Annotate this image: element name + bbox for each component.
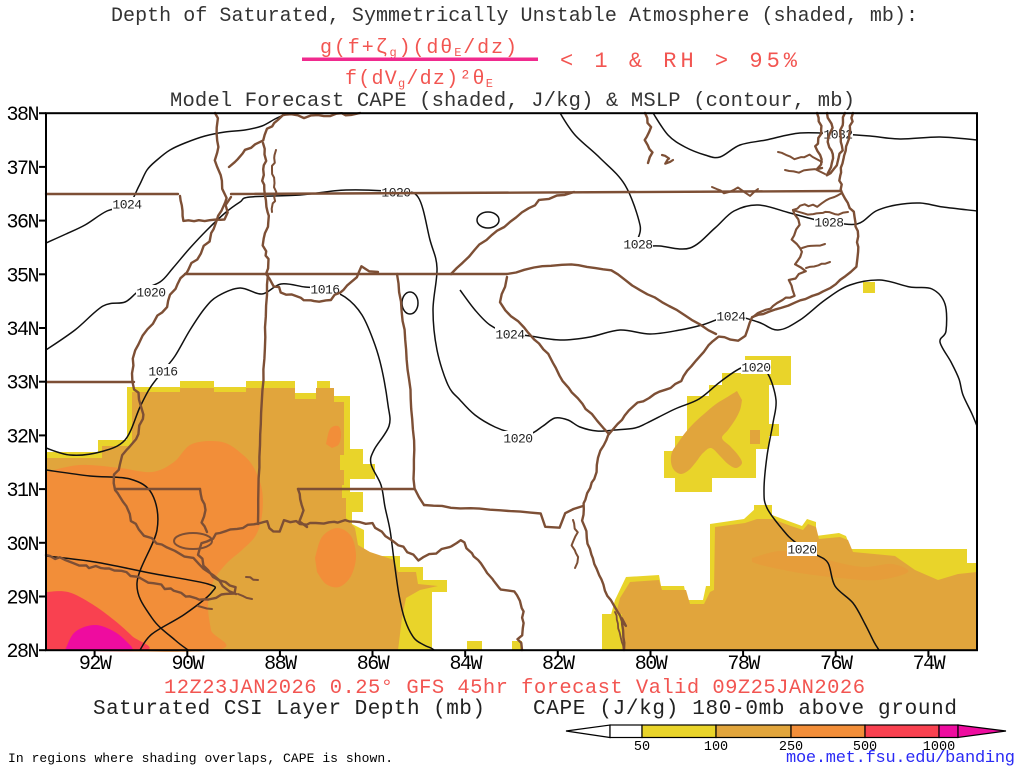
- svg-text:Depth of Saturated, Symmetrica: Depth of Saturated, Symmetrically Unstab…: [111, 5, 918, 28]
- svg-text:37N: 37N: [6, 158, 38, 181]
- svg-text:1024: 1024: [716, 310, 746, 325]
- svg-text:In regions where shading overl: In regions where shading overlaps, CAPE …: [8, 751, 393, 766]
- svg-text:CAPE (J/kg) 180-0mb above grou: CAPE (J/kg) 180-0mb above ground: [533, 698, 957, 721]
- svg-text:1016: 1016: [148, 365, 177, 380]
- svg-text:74W: 74W: [913, 653, 946, 676]
- svg-text:50: 50: [634, 740, 650, 755]
- svg-text:32N: 32N: [6, 426, 38, 449]
- svg-text:90W: 90W: [172, 653, 205, 676]
- svg-text:1020: 1020: [787, 543, 816, 558]
- svg-text:1024: 1024: [112, 198, 142, 213]
- svg-text:f(dVg/dz)²θE: f(dVg/dz)²θE: [345, 68, 493, 91]
- svg-text:500: 500: [853, 740, 877, 755]
- svg-text:34N: 34N: [6, 319, 38, 342]
- svg-text:28N: 28N: [6, 641, 38, 664]
- svg-text:35N: 35N: [6, 265, 38, 288]
- svg-text:12Z23JAN2026 0.25° GFS 45hr fo: 12Z23JAN2026 0.25° GFS 45hr forecast Val…: [164, 677, 865, 700]
- svg-text:78W: 78W: [727, 653, 760, 676]
- svg-text:1016: 1016: [310, 283, 339, 298]
- svg-text:250: 250: [779, 740, 803, 755]
- svg-text:29N: 29N: [6, 588, 38, 611]
- svg-text:33N: 33N: [6, 373, 38, 396]
- svg-text:36N: 36N: [6, 212, 38, 235]
- svg-text:1024: 1024: [495, 328, 525, 343]
- svg-text:88W: 88W: [264, 653, 297, 676]
- svg-text:100: 100: [704, 740, 728, 755]
- svg-text:g(f+ζg)(dθE/dz): g(f+ζ g)(dθ E/dz): [320, 37, 517, 60]
- svg-text:92W: 92W: [79, 653, 112, 676]
- svg-text:76W: 76W: [820, 653, 853, 676]
- svg-text:Saturated CSI Layer Depth (mb): Saturated CSI Layer Depth (mb): [93, 698, 485, 721]
- svg-text:82W: 82W: [542, 653, 575, 676]
- svg-text:1028: 1028: [814, 216, 843, 231]
- svg-text:38N: 38N: [6, 104, 38, 127]
- svg-text:moe.met.fsu.edu/banding: moe.met.fsu.edu/banding: [786, 749, 1015, 768]
- svg-text:86W: 86W: [357, 653, 390, 676]
- svg-text:1028: 1028: [623, 238, 652, 253]
- svg-text:1020: 1020: [503, 432, 532, 447]
- svg-text:30N: 30N: [6, 534, 38, 557]
- svg-text:84W: 84W: [449, 653, 482, 676]
- svg-text:80W: 80W: [635, 653, 668, 676]
- svg-text:1000: 1000: [923, 740, 955, 755]
- svg-text:1020: 1020: [741, 361, 770, 376]
- svg-text:Model Forecast CAPE (shaded, J: Model Forecast CAPE (shaded, J/kg) & MSL…: [170, 90, 855, 113]
- svg-text:1020: 1020: [136, 286, 165, 301]
- svg-text:31N: 31N: [6, 480, 38, 503]
